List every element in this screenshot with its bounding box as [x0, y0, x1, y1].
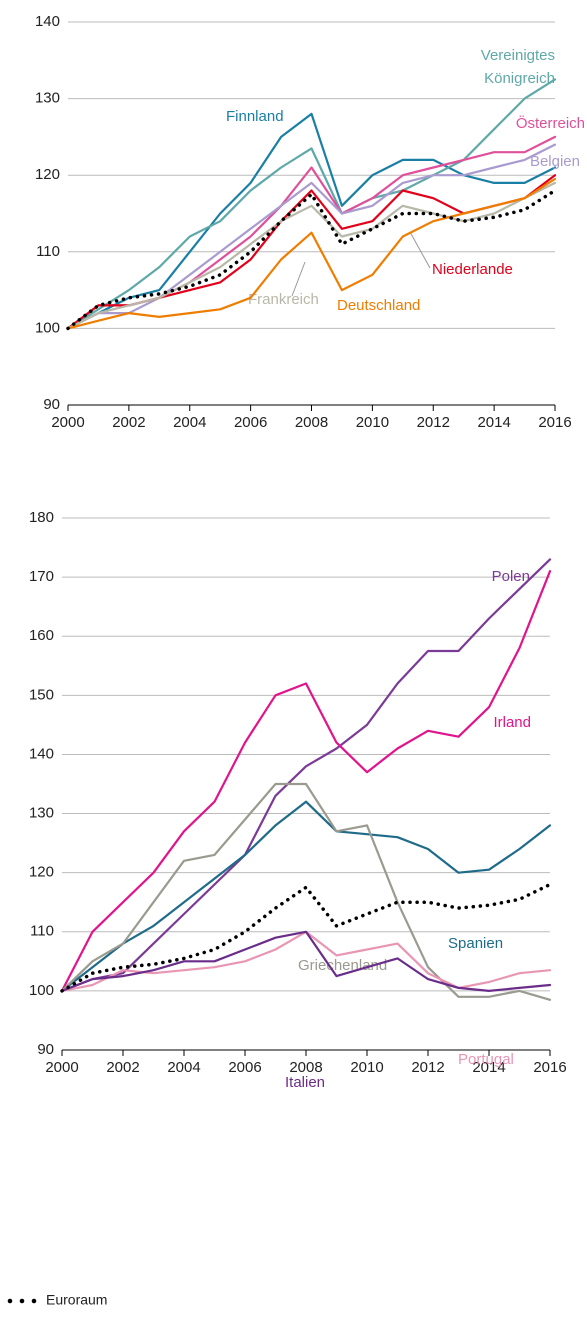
- series-label: Griechenland: [298, 957, 387, 974]
- line: [66, 181, 557, 330]
- line: [66, 188, 557, 331]
- series-label: Irland: [493, 714, 531, 731]
- line: [66, 112, 557, 330]
- line: [60, 782, 552, 1001]
- x-tick-label: 2010: [356, 414, 389, 431]
- series-label: Spanien: [448, 935, 503, 952]
- x-tick-label: 2006: [234, 414, 267, 431]
- x-tick-label: 2002: [112, 414, 145, 431]
- y-tick-label: 140: [35, 13, 60, 30]
- y-tick-label: 110: [30, 923, 54, 940]
- series-label: Belgien: [530, 153, 580, 170]
- x-tick-label: 2014: [477, 414, 510, 431]
- y-tick-label: 90: [43, 396, 60, 413]
- line: [60, 930, 552, 992]
- legend-marker: [31, 1298, 37, 1304]
- x-tick-label: 2004: [167, 1059, 200, 1076]
- line: [60, 882, 552, 993]
- y-tick-label: 170: [29, 568, 54, 585]
- x-tick-label: 2002: [106, 1059, 139, 1076]
- series-label: Vereinigtes Königreich: [481, 47, 555, 87]
- series-label-part: Vereinigtes: [481, 47, 555, 64]
- x-tick-label: 2000: [45, 1059, 78, 1076]
- leader-line: [409, 231, 431, 269]
- x-tick-label: 2012: [417, 414, 450, 431]
- x-tick-label: 2016: [533, 1059, 566, 1076]
- line: [60, 800, 552, 992]
- series-label: Niederlande: [432, 261, 513, 278]
- x-tick-label: 2008: [289, 1059, 322, 1076]
- y-tick-label: 120: [29, 864, 54, 881]
- x-tick-label: 2016: [538, 414, 571, 431]
- line: [66, 78, 557, 330]
- series-label: Österreich: [516, 114, 585, 132]
- y-tick-label: 180: [29, 509, 54, 526]
- series-label: Italien: [285, 1074, 325, 1091]
- legend-marker: [19, 1298, 25, 1304]
- line: [66, 143, 557, 330]
- line: [66, 177, 557, 330]
- y-tick-label: 100: [35, 319, 60, 336]
- line: [60, 570, 552, 992]
- series-label: Frankreich: [248, 291, 319, 308]
- y-tick-label: 140: [29, 745, 54, 762]
- x-tick-label: 2014: [472, 1059, 505, 1076]
- y-tick-label: 90: [37, 1041, 54, 1058]
- y-tick-label: 120: [35, 166, 60, 183]
- series-label-part: Königreich: [484, 70, 555, 87]
- x-tick-label: 2004: [173, 414, 206, 431]
- y-tick-label: 130: [29, 805, 54, 822]
- series-label: Portugal: [458, 1051, 514, 1068]
- series-label: Deutschland: [337, 297, 420, 314]
- y-tick-label: 110: [36, 243, 60, 260]
- line: [60, 558, 552, 992]
- series-label: Finnland: [226, 108, 284, 125]
- leader-line: [291, 261, 306, 297]
- y-tick-label: 100: [29, 982, 54, 999]
- y-tick-label: 160: [29, 627, 54, 644]
- x-tick-label: 2006: [228, 1059, 261, 1076]
- x-tick-label: 2010: [350, 1059, 383, 1076]
- x-tick-label: 2012: [411, 1059, 444, 1076]
- y-tick-label: 150: [29, 686, 54, 703]
- legend-label: Euroraum: [46, 1292, 107, 1308]
- legend-marker: [7, 1298, 13, 1304]
- series-label: Polen: [492, 568, 530, 585]
- x-tick-label: 2000: [51, 414, 84, 431]
- y-tick-label: 130: [35, 90, 60, 107]
- x-tick-label: 2008: [295, 414, 328, 431]
